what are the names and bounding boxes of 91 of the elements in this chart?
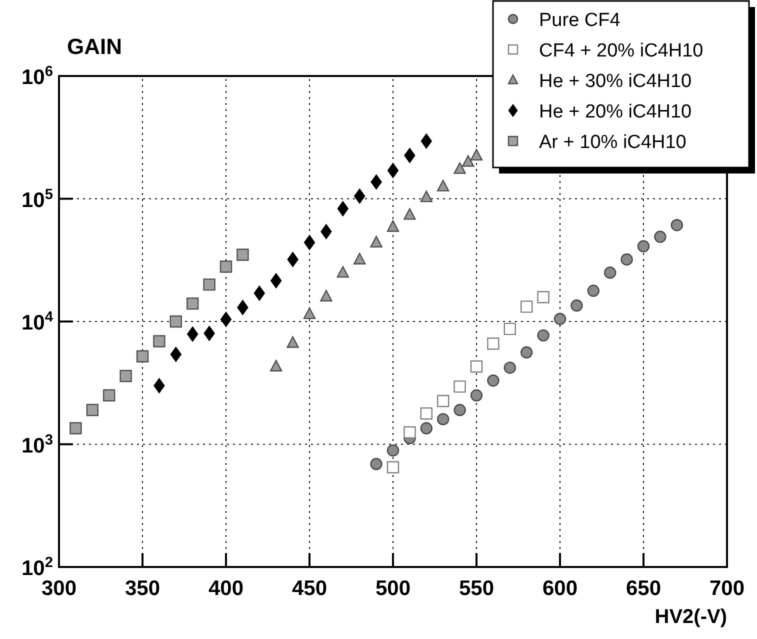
point	[462, 155, 474, 167]
point	[570, 299, 583, 312]
y-tick-label: 10$^{5}$	[21, 186, 53, 212]
point	[270, 273, 282, 288]
y-tick-label: 10$^{4}$	[21, 310, 54, 334]
point	[487, 374, 500, 387]
x-tick-label: 700	[709, 577, 745, 600]
point	[537, 291, 550, 304]
point	[320, 224, 332, 240]
point	[220, 312, 232, 327]
x-tick-label: 350	[124, 577, 160, 600]
point	[454, 404, 466, 416]
point	[154, 378, 165, 394]
point	[520, 346, 533, 358]
x-axis-title: HV2(-V)	[654, 606, 727, 628]
point	[304, 235, 316, 250]
point	[470, 389, 483, 402]
point	[337, 201, 348, 216]
point	[103, 389, 116, 402]
point	[670, 219, 683, 232]
point	[420, 190, 432, 202]
y-tick-label: 10$^{2}$	[21, 555, 53, 580]
point	[454, 380, 466, 393]
point	[454, 162, 466, 174]
point	[404, 148, 416, 163]
point	[86, 404, 98, 416]
point	[204, 326, 215, 341]
point	[437, 180, 450, 192]
point	[637, 240, 650, 252]
point	[504, 362, 516, 374]
point	[136, 350, 149, 362]
point	[437, 394, 450, 408]
x-tick-label: 500	[375, 577, 411, 600]
x-tick-label: 600	[542, 577, 578, 600]
point	[386, 444, 400, 457]
point	[336, 266, 349, 278]
point	[437, 413, 450, 426]
point	[354, 252, 366, 264]
point	[554, 312, 566, 325]
point	[386, 461, 400, 474]
point	[287, 252, 298, 267]
point	[420, 422, 432, 434]
chart-title: GAIN	[67, 34, 122, 59]
point	[620, 253, 633, 266]
point	[470, 148, 483, 161]
legend-label: Pure CF4	[539, 10, 621, 31]
point	[370, 236, 382, 248]
legend-label: CF4 + 20% iC4H10	[539, 40, 704, 62]
point	[254, 286, 265, 301]
point	[153, 335, 166, 348]
point	[470, 360, 483, 373]
point	[270, 360, 282, 372]
point	[170, 346, 182, 362]
point	[70, 422, 82, 434]
point	[420, 134, 432, 149]
point	[203, 278, 216, 291]
point	[286, 336, 299, 348]
point	[170, 315, 182, 328]
point	[604, 266, 616, 279]
legend-label: He + 30% iC4H10	[539, 71, 692, 92]
y-tick-label: 10$^{6}$	[21, 64, 53, 89]
point	[320, 290, 332, 302]
x-tick-label: 450	[292, 577, 328, 600]
point	[187, 326, 198, 342]
point	[120, 370, 132, 382]
point	[654, 230, 666, 243]
point	[487, 338, 500, 350]
point	[186, 297, 199, 310]
point	[587, 284, 600, 297]
point	[370, 458, 382, 470]
x-tick-label: 550	[458, 577, 494, 600]
point	[404, 208, 416, 220]
point	[236, 248, 249, 261]
point	[520, 300, 533, 313]
point	[537, 329, 550, 342]
point	[386, 220, 400, 232]
point	[420, 407, 432, 420]
point	[220, 260, 232, 273]
x-tick-label: 400	[208, 577, 244, 600]
point	[370, 174, 382, 190]
point	[387, 162, 399, 178]
point	[504, 322, 516, 336]
point	[404, 426, 416, 438]
legend-label: He + 20% iC4H10	[539, 102, 692, 122]
legend-label: Ar + 10% iC4H10	[539, 132, 686, 153]
x-tick-label: 300	[41, 577, 77, 600]
point	[237, 300, 248, 315]
x-tick-label: 650	[626, 577, 662, 600]
y-tick-label: 10$^{3}$	[21, 432, 53, 458]
point	[303, 307, 316, 320]
point	[354, 188, 366, 204]
